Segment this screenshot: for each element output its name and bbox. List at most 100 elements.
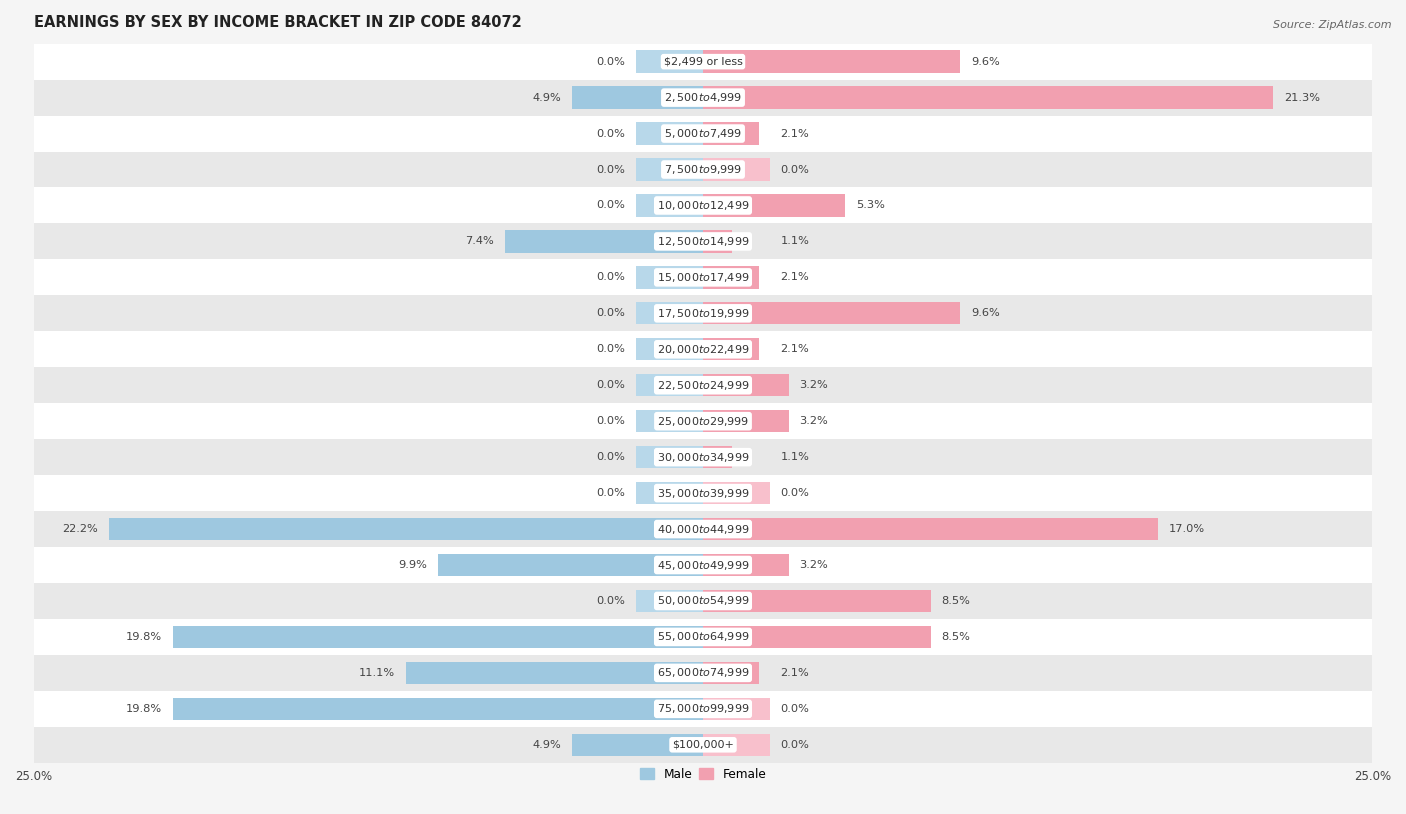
Text: $15,000 to $17,499: $15,000 to $17,499 <box>657 271 749 284</box>
Bar <box>505 230 703 252</box>
Bar <box>34 187 1372 224</box>
Text: 0.0%: 0.0% <box>780 704 810 714</box>
Bar <box>703 733 770 756</box>
Text: 3.2%: 3.2% <box>800 560 828 570</box>
Text: $100,000+: $100,000+ <box>672 740 734 750</box>
Text: $2,499 or less: $2,499 or less <box>664 57 742 67</box>
Text: 8.5%: 8.5% <box>942 632 970 642</box>
Bar <box>34 619 1372 655</box>
Text: 1.1%: 1.1% <box>780 236 810 247</box>
Bar <box>703 662 759 684</box>
Text: 1.1%: 1.1% <box>780 452 810 462</box>
Bar <box>572 733 703 756</box>
Text: 2.1%: 2.1% <box>780 273 810 282</box>
Text: $55,000 to $64,999: $55,000 to $64,999 <box>657 630 749 643</box>
Text: Source: ZipAtlas.com: Source: ZipAtlas.com <box>1274 20 1392 30</box>
Text: EARNINGS BY SEX BY INCOME BRACKET IN ZIP CODE 84072: EARNINGS BY SEX BY INCOME BRACKET IN ZIP… <box>34 15 522 30</box>
Text: 4.9%: 4.9% <box>533 93 561 103</box>
Bar <box>34 583 1372 619</box>
Text: 3.2%: 3.2% <box>800 380 828 390</box>
Text: 19.8%: 19.8% <box>127 632 162 642</box>
Bar <box>703 374 789 396</box>
Bar <box>173 626 703 648</box>
Text: $50,000 to $54,999: $50,000 to $54,999 <box>657 594 749 607</box>
Bar <box>703 302 960 325</box>
Bar <box>636 122 703 145</box>
Bar <box>34 151 1372 187</box>
Bar <box>34 691 1372 727</box>
Bar <box>636 302 703 325</box>
Bar <box>703 159 770 181</box>
Bar <box>703 230 733 252</box>
Text: $45,000 to $49,999: $45,000 to $49,999 <box>657 558 749 571</box>
Bar <box>34 116 1372 151</box>
Text: $20,000 to $22,499: $20,000 to $22,499 <box>657 343 749 356</box>
Bar <box>703 266 759 288</box>
Bar <box>703 446 733 468</box>
Text: 17.0%: 17.0% <box>1168 524 1205 534</box>
Bar <box>173 698 703 720</box>
Bar <box>703 554 789 576</box>
Text: 4.9%: 4.9% <box>533 740 561 750</box>
Text: 9.6%: 9.6% <box>970 309 1000 318</box>
Bar <box>636 374 703 396</box>
Bar <box>703 482 770 504</box>
Text: $30,000 to $34,999: $30,000 to $34,999 <box>657 451 749 464</box>
Text: $65,000 to $74,999: $65,000 to $74,999 <box>657 667 749 680</box>
Bar <box>703 590 931 612</box>
Text: 2.1%: 2.1% <box>780 344 810 354</box>
Bar <box>703 698 770 720</box>
Bar <box>34 44 1372 80</box>
Bar <box>636 338 703 361</box>
Text: $10,000 to $12,499: $10,000 to $12,499 <box>657 199 749 212</box>
Text: 5.3%: 5.3% <box>856 200 884 211</box>
Bar <box>703 518 1159 540</box>
Bar <box>406 662 703 684</box>
Text: 9.6%: 9.6% <box>970 57 1000 67</box>
Bar <box>636 590 703 612</box>
Bar <box>572 86 703 109</box>
Text: 0.0%: 0.0% <box>596 309 626 318</box>
Text: $5,000 to $7,499: $5,000 to $7,499 <box>664 127 742 140</box>
Bar <box>108 518 703 540</box>
Bar <box>34 80 1372 116</box>
Text: 8.5%: 8.5% <box>942 596 970 606</box>
Bar <box>703 195 845 217</box>
Text: 0.0%: 0.0% <box>596 416 626 427</box>
Text: 0.0%: 0.0% <box>596 452 626 462</box>
Text: 0.0%: 0.0% <box>596 57 626 67</box>
Bar <box>636 482 703 504</box>
Bar <box>34 655 1372 691</box>
Text: 0.0%: 0.0% <box>596 596 626 606</box>
Bar <box>636 50 703 72</box>
Text: 2.1%: 2.1% <box>780 129 810 138</box>
Text: 0.0%: 0.0% <box>780 488 810 498</box>
Bar <box>34 727 1372 763</box>
Bar <box>34 367 1372 403</box>
Bar <box>34 547 1372 583</box>
Bar <box>636 159 703 181</box>
Bar <box>34 224 1372 260</box>
Text: $25,000 to $29,999: $25,000 to $29,999 <box>657 414 749 427</box>
Bar <box>34 403 1372 440</box>
Bar <box>636 266 703 288</box>
Text: 0.0%: 0.0% <box>596 344 626 354</box>
Text: 0.0%: 0.0% <box>596 488 626 498</box>
Bar <box>34 475 1372 511</box>
Bar <box>34 260 1372 295</box>
Text: $35,000 to $39,999: $35,000 to $39,999 <box>657 487 749 500</box>
Legend: Male, Female: Male, Female <box>634 763 772 786</box>
Text: $75,000 to $99,999: $75,000 to $99,999 <box>657 702 749 716</box>
Bar <box>703 50 960 72</box>
Text: $12,500 to $14,999: $12,500 to $14,999 <box>657 235 749 248</box>
Text: 7.4%: 7.4% <box>465 236 494 247</box>
Text: 19.8%: 19.8% <box>127 704 162 714</box>
Text: $7,500 to $9,999: $7,500 to $9,999 <box>664 163 742 176</box>
Bar <box>703 86 1274 109</box>
Text: 9.9%: 9.9% <box>398 560 427 570</box>
Text: 11.1%: 11.1% <box>359 667 395 678</box>
Text: 0.0%: 0.0% <box>596 200 626 211</box>
Text: $22,500 to $24,999: $22,500 to $24,999 <box>657 379 749 392</box>
Bar <box>34 511 1372 547</box>
Text: $40,000 to $44,999: $40,000 to $44,999 <box>657 523 749 536</box>
